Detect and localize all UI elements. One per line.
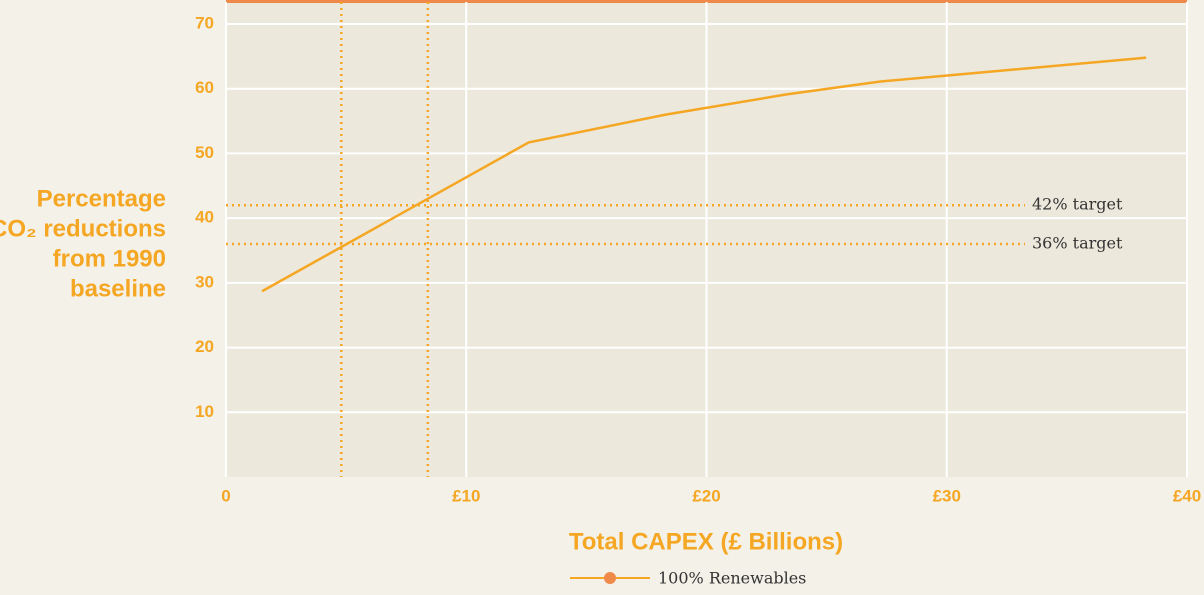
y-tick-label: 10 [195,402,214,421]
legend-marker [604,572,616,584]
y-tick-label: 20 [195,337,214,356]
y-axis-title: Percentage [37,185,166,212]
legend-label: 100% Renewables [658,569,806,588]
y-tick-label: 50 [195,143,214,162]
y-axis-title: from 1990 [53,245,166,272]
y-axis-title: baseline [70,275,166,302]
y-tick-label: 70 [195,13,214,32]
x-tick-label: 0 [221,486,230,505]
y-tick-label: 40 [195,208,214,227]
x-tick-label: £10 [452,486,480,505]
x-tick-label: £20 [692,486,720,505]
y-tick-label: 60 [195,78,214,97]
y-tick-label: 30 [195,272,214,291]
target-label: 36% target [1032,234,1123,253]
y-axis-title: CO₂ reductions [0,215,166,242]
x-axis-title: Total CAPEX (£ Billions) [569,528,843,555]
target-label: 42% target [1032,195,1123,214]
data-line [261,56,1147,293]
x-tick-label: £30 [933,486,961,505]
x-tick-label: £40 [1173,486,1201,505]
